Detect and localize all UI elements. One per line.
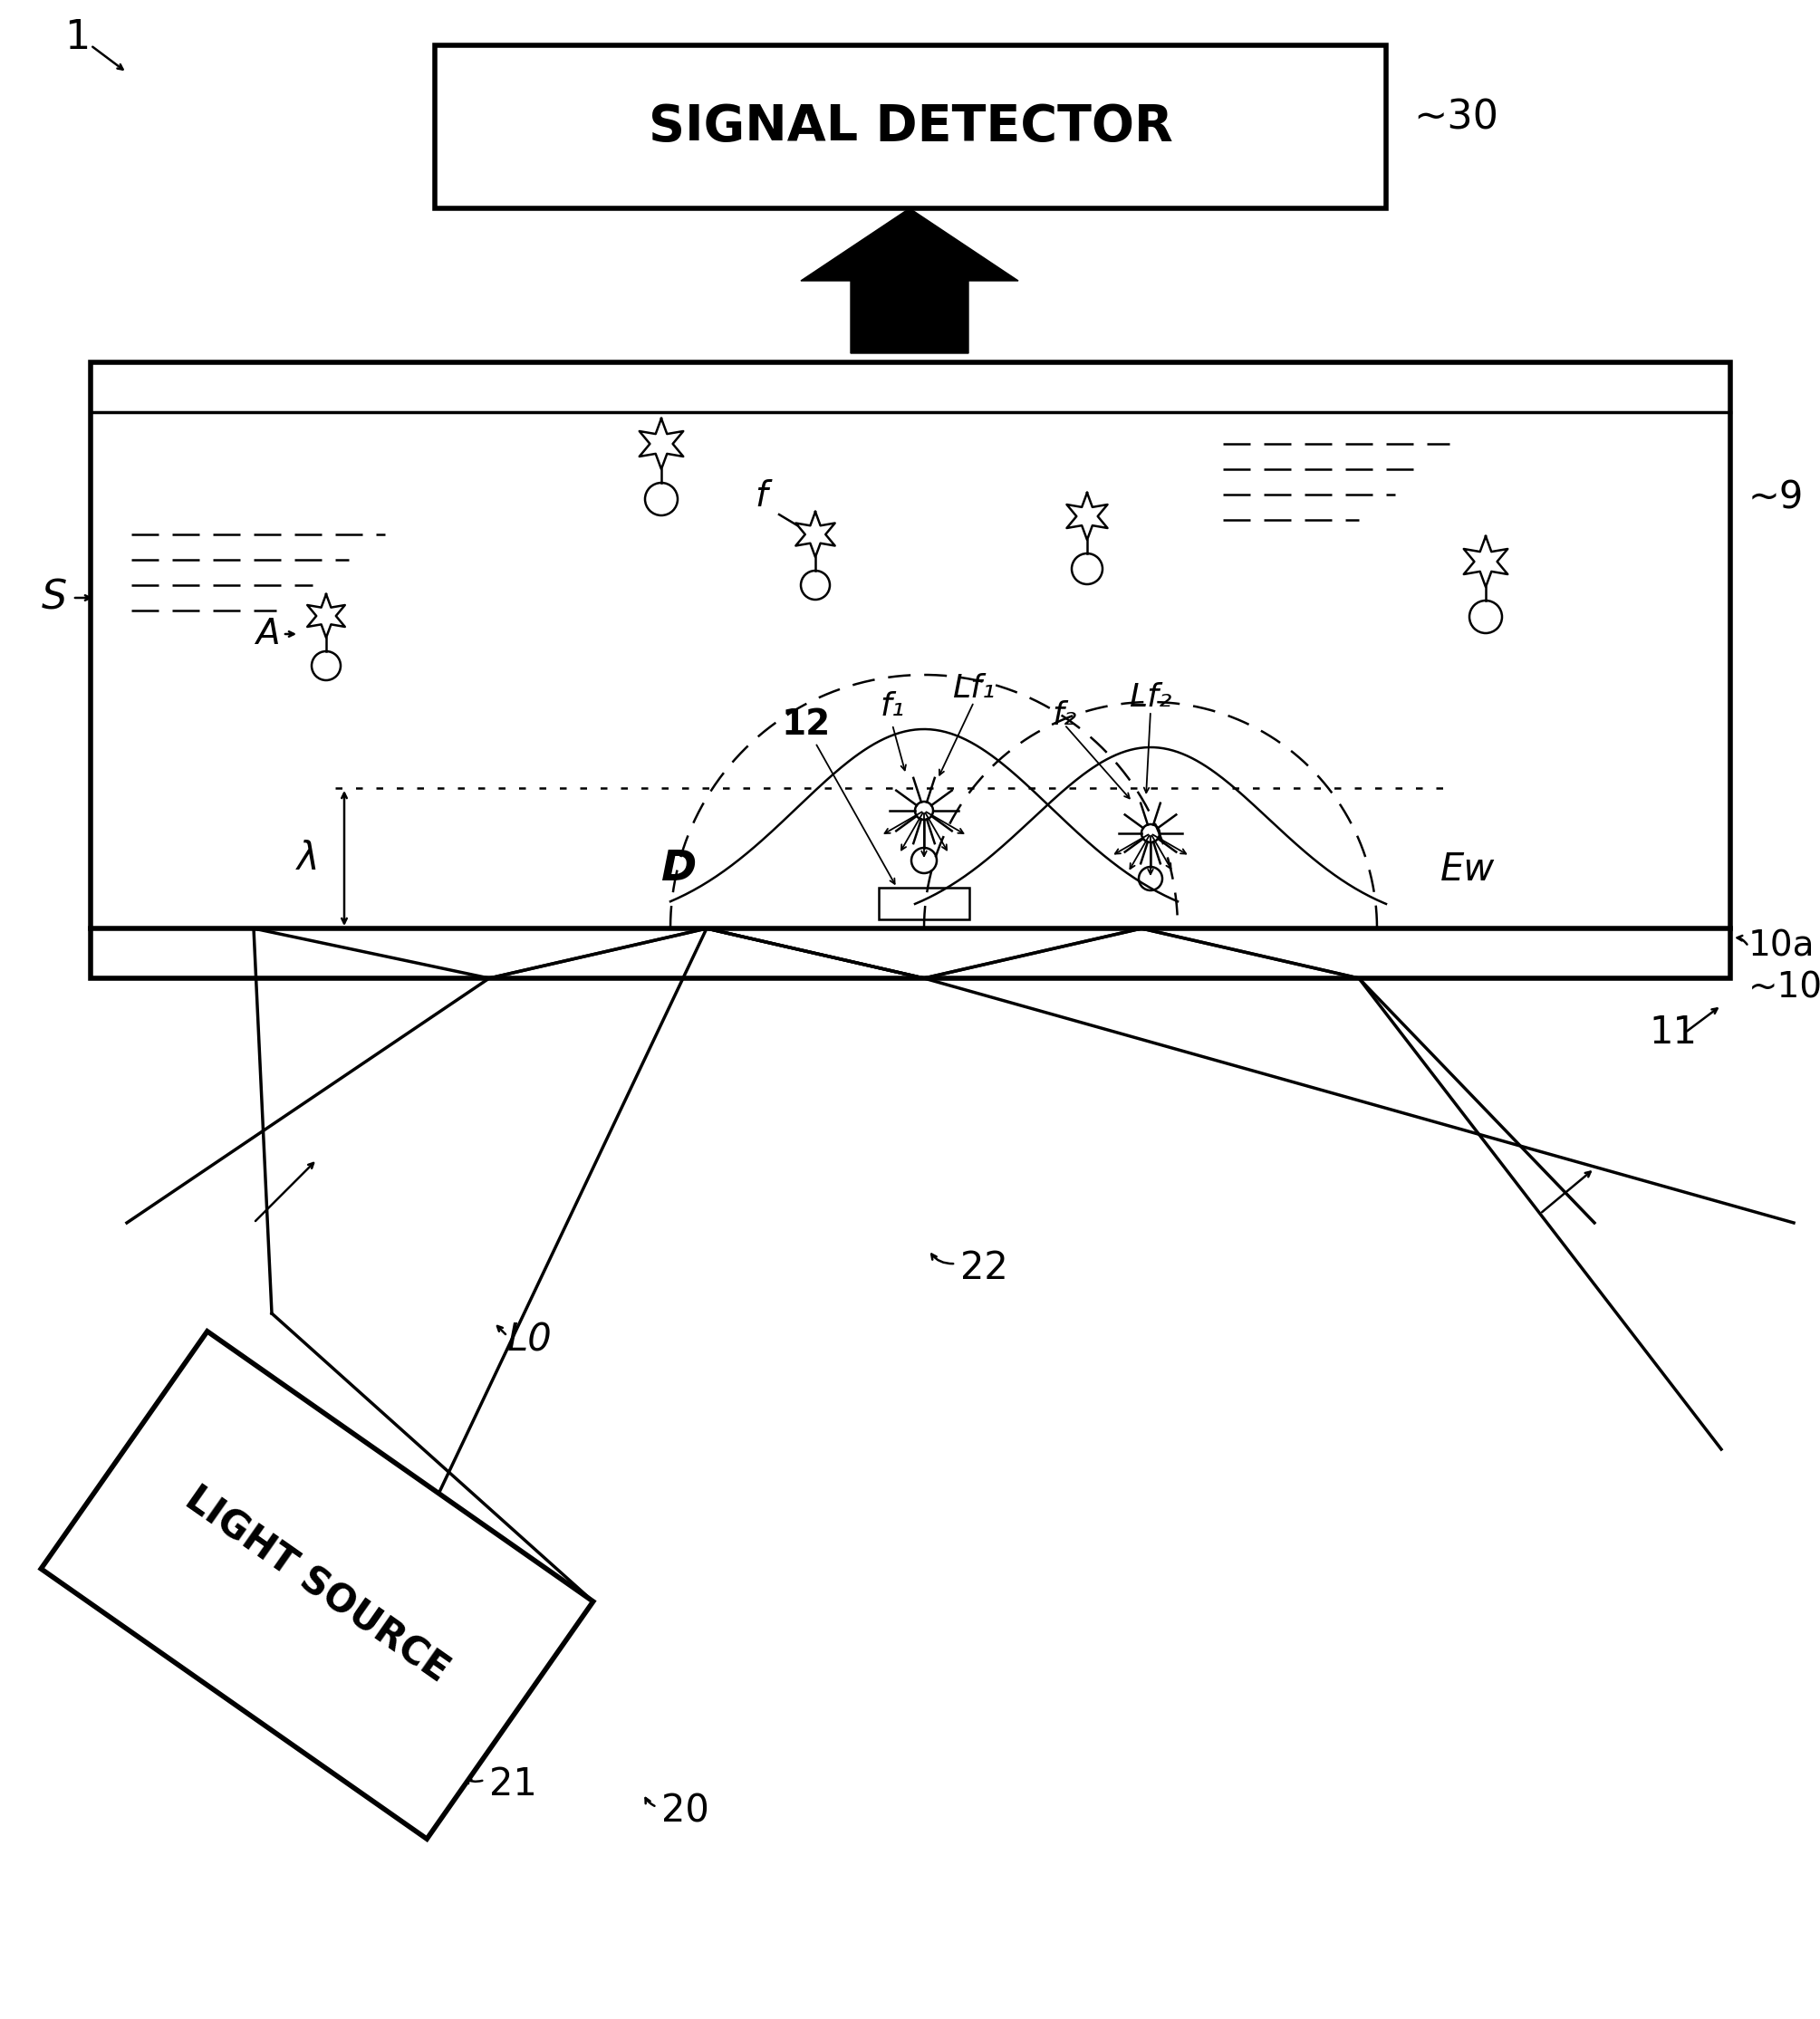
Text: ~10: ~10 <box>1749 969 1820 1005</box>
Polygon shape <box>801 208 1017 353</box>
Text: SIGNAL DETECTOR: SIGNAL DETECTOR <box>648 103 1172 151</box>
Text: ~9: ~9 <box>1749 479 1804 517</box>
Text: λ: λ <box>297 840 318 876</box>
Text: 10a: 10a <box>1749 929 1815 963</box>
Text: f₂: f₂ <box>1052 701 1077 731</box>
Text: D: D <box>662 850 697 890</box>
Text: A: A <box>255 618 278 652</box>
Text: f: f <box>755 479 768 513</box>
Text: LIGHT SOURCE: LIGHT SOURCE <box>178 1480 457 1690</box>
Text: 21: 21 <box>490 1765 537 1803</box>
Bar <box>91 361 1731 979</box>
Text: L0: L0 <box>508 1322 553 1359</box>
Text: f₁: f₁ <box>881 690 905 723</box>
Text: Ew: Ew <box>1440 850 1494 888</box>
Text: 12: 12 <box>783 707 832 741</box>
Text: S: S <box>42 577 67 618</box>
Text: 22: 22 <box>961 1250 1008 1288</box>
Text: ~30: ~30 <box>1414 99 1498 137</box>
Polygon shape <box>42 1331 593 1839</box>
Text: 11: 11 <box>1649 1014 1696 1052</box>
Text: Lf₂: Lf₂ <box>1128 682 1172 713</box>
Bar <box>879 888 970 919</box>
Bar <box>435 44 1387 208</box>
Text: 20: 20 <box>661 1793 710 1831</box>
Text: Lf₁: Lf₁ <box>952 672 996 705</box>
Text: 1: 1 <box>64 18 89 57</box>
